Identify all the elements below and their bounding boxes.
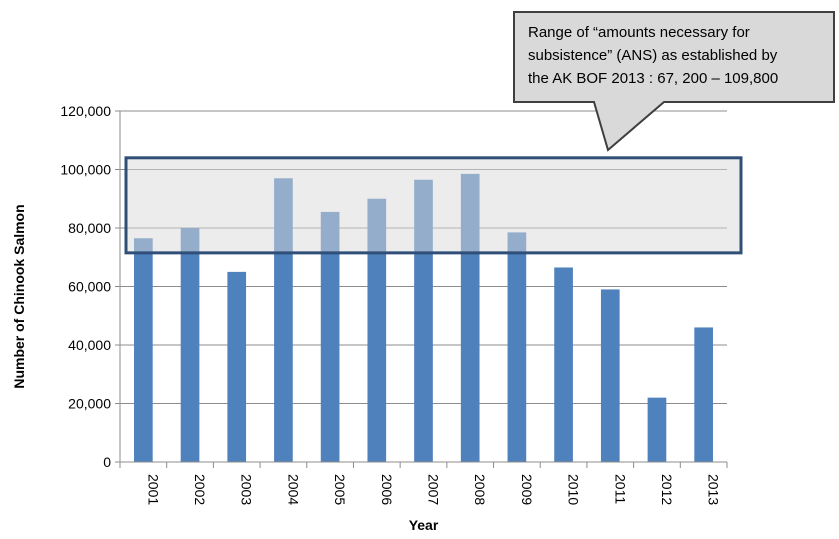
callout-line: Range of “amounts necessary for [528, 24, 750, 41]
y-axis-title: Number of Chinook Salmon [11, 204, 27, 388]
ans-callout: Range of “amounts necessary for subsisten… [513, 11, 835, 152]
bar-2013 [694, 327, 713, 462]
bar-2001 [134, 238, 153, 462]
x-tick-label: 2001 [145, 474, 161, 505]
callout-line: subsistence” (ANS) as established by [528, 47, 778, 64]
x-tick-label: 2004 [285, 474, 301, 505]
x-tick-label: 2012 [659, 474, 675, 505]
x-tick-label: 2007 [426, 474, 442, 505]
y-tick-label: 100,000 [60, 162, 111, 178]
callout-shape [513, 11, 835, 152]
y-tick-label: 0 [103, 454, 111, 470]
callout-line: the AK BOF 2013 : 67, 200 – 109,800 [528, 70, 778, 87]
bar-2003 [227, 271, 247, 462]
y-tick-label: 80,000 [68, 220, 111, 236]
ans-range-rect [124, 156, 743, 255]
y-tick-label: 60,000 [68, 279, 111, 295]
y-tick-label: 40,000 [68, 337, 111, 353]
bar-2009 [507, 232, 527, 462]
ans-range-box [124, 156, 743, 255]
bar-2011 [600, 289, 620, 462]
x-tick-label: 2003 [239, 474, 255, 505]
x-axis-title: Year [409, 517, 439, 533]
x-tick-label: 2006 [379, 474, 395, 505]
bar-2012 [647, 397, 667, 462]
x-tick-label: 2002 [192, 474, 208, 505]
bar-2005 [320, 211, 340, 462]
x-tick-label: 2009 [519, 474, 535, 505]
bar-2010 [554, 267, 573, 462]
y-tick-label: 20,000 [68, 396, 111, 412]
bar-2002 [180, 228, 200, 462]
y-tick-label: 120,000 [60, 103, 111, 119]
axes: 0 20,000 40,000 60,000 80,000 100,000 120,000 2… [60, 103, 728, 505]
x-tick-label: 2010 [566, 474, 582, 505]
x-tick-label: 2013 [706, 474, 722, 505]
x-tick-label: 2011 [612, 474, 628, 504]
x-tick-label: 2005 [332, 474, 348, 505]
x-tick-label: 2008 [472, 474, 488, 505]
bar-2006 [367, 198, 387, 462]
